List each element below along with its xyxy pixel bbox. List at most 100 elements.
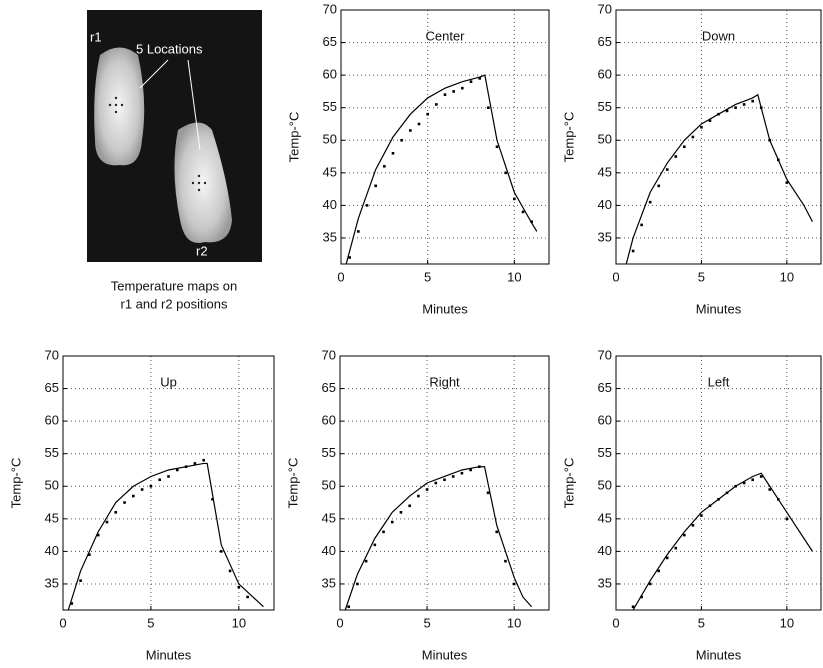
measured-point [132,495,135,498]
x-tick-label: 0 [337,269,344,284]
region-r1 [94,48,144,166]
measured-point [734,106,737,109]
y-tick-label: 65 [322,380,336,395]
measured-point [760,106,763,109]
x-tick-label: 5 [698,615,705,630]
x-tick-label: 0 [59,615,66,630]
x-tick-label: 5 [698,269,705,284]
chart-title: Down [702,28,735,43]
measured-point [709,504,712,507]
measured-point [709,119,712,122]
x-tick-label: 5 [424,269,431,284]
x-axis-label: Minutes [146,647,192,662]
measured-point [461,472,464,475]
measured-point [392,152,395,155]
measured-point [751,478,754,481]
y-tick-label: 50 [45,478,59,493]
measured-point [400,139,403,142]
y-tick-label: 60 [323,67,337,82]
measured-point [426,488,429,491]
measured-point [443,478,446,481]
measured-point [640,596,643,599]
y-tick-label: 45 [598,510,612,525]
measured-point [434,482,437,485]
measured-point [496,145,499,148]
measured-point [495,531,498,534]
measured-point [487,491,490,494]
y-tick-label: 40 [598,197,612,212]
map-label: r2 [196,243,208,258]
model-line [68,463,263,610]
measured-point [513,583,516,586]
y-tick-label: 65 [598,34,612,49]
measured-point [717,113,720,116]
measured-point [657,570,660,573]
measured-point [700,514,703,517]
measured-point [246,596,249,599]
chart-title: Center [425,28,465,43]
map-caption: Temperature maps on [111,278,237,293]
y-tick-label: 70 [323,1,337,16]
measured-point [734,485,737,488]
measured-point [743,482,746,485]
x-tick-label: 0 [612,269,619,284]
measured-point [504,172,507,175]
y-tick-label: 55 [598,445,612,460]
measured-point [220,550,223,553]
x-tick-label: 5 [147,615,154,630]
x-tick-label: 0 [612,615,619,630]
y-tick-label: 35 [598,229,612,244]
y-tick-label: 55 [323,99,337,114]
measured-point [683,145,686,148]
measured-point [786,181,789,184]
measured-point [374,544,377,547]
y-tick-label: 65 [45,380,59,395]
measured-point [649,201,652,204]
measured-point [674,547,677,550]
measured-point [461,87,464,90]
measured-point [229,570,232,573]
measured-point [777,498,780,501]
plot-frame [341,10,549,264]
y-tick-label: 60 [598,413,612,428]
x-tick-label: 10 [232,615,246,630]
measured-point [88,553,91,556]
measured-point [717,498,720,501]
measured-point [167,475,170,478]
measured-point [632,605,635,608]
plot-frame [63,356,274,610]
y-tick-label: 70 [322,347,336,362]
figure: r1 5 Locations r2 Temperature maps on r1… [0,0,823,668]
measured-point [123,501,126,504]
measured-point [692,136,695,139]
y-tick-label: 40 [323,197,337,212]
measured-point [649,583,652,586]
measured-point [470,80,473,83]
y-tick-label: 50 [598,132,612,147]
measured-point [452,475,455,478]
chart-title: Right [429,374,460,389]
measured-point [382,531,385,534]
model-line [345,467,531,610]
measured-point [97,534,100,537]
measured-point [530,220,533,223]
y-tick-label: 35 [45,575,59,590]
model-line [633,473,812,610]
y-tick-label: 55 [598,99,612,114]
x-axis-label: Minutes [422,301,468,316]
measured-point [141,488,144,491]
y-tick-label: 50 [323,132,337,147]
plot-frame [616,10,821,264]
measured-point [640,224,643,227]
measured-point [383,165,386,168]
x-axis-label: Minutes [696,301,742,316]
measured-point [194,462,197,465]
x-tick-label: 10 [780,269,794,284]
plot-frame [340,356,549,610]
measured-point [666,168,669,171]
measured-point [106,521,109,524]
temperature-map: r1 5 Locations r2 Temperature maps on r1… [87,10,262,311]
